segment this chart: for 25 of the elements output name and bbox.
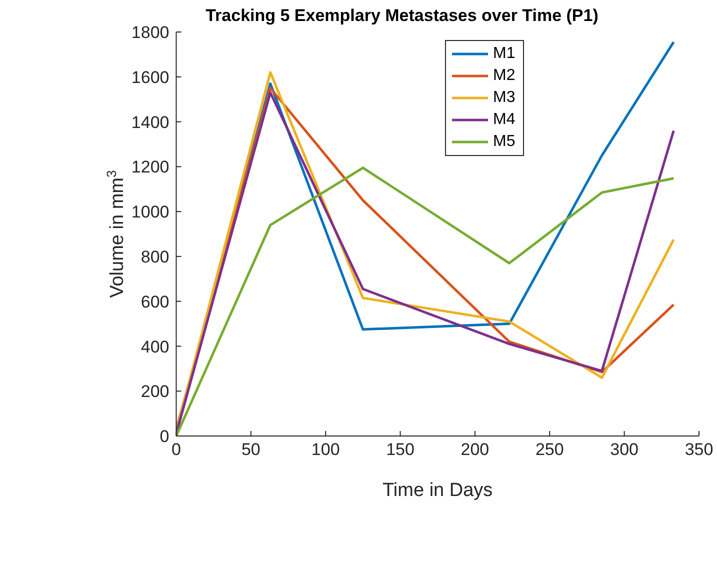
legend-label: M5 [493,132,516,152]
legend-label: M2 [493,66,516,86]
y-tick-label: 400 [140,337,170,356]
x-tick-label: 350 [684,440,714,460]
legend-label: M3 [493,88,516,108]
legend-label: M4 [493,110,516,130]
x-axis-title: Time in Days [382,480,493,501]
line-series [176,166,675,436]
y-tick-label: 800 [140,247,170,266]
x-tick-label: 300 [610,440,639,460]
y-tick-label: 1400 [131,112,170,132]
x-tick-label: 200 [460,440,490,460]
y-tick-label: 1800 [131,23,170,42]
y-tick-label: 1200 [131,158,170,177]
y-tick-label: 600 [140,292,170,312]
y-tick-label: 1000 [131,202,170,222]
legend-label: M1 [493,44,516,64]
y-tick-label: 0 [160,427,170,446]
x-tick-label: 100 [311,440,340,460]
y-tick-label: 200 [140,382,170,402]
chart-title: Tracking 5 Exemplary Metastases over Time (P1) [206,6,598,25]
x-tick-label: 50 [241,440,260,460]
x-tick-label: 250 [535,440,564,460]
x-tick-label: 150 [386,440,414,460]
y-tick-label: 1600 [131,68,170,87]
